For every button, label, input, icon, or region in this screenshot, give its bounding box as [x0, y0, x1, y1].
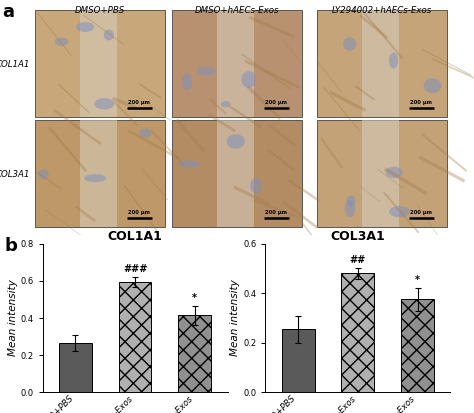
Text: 200 μm: 200 μm: [128, 210, 151, 215]
Bar: [178, 315, 211, 392]
Text: *: *: [415, 275, 420, 285]
Ellipse shape: [343, 37, 356, 51]
Text: DMSO+hAECs-Exos: DMSO+hAECs-Exos: [195, 6, 279, 15]
Ellipse shape: [139, 128, 151, 138]
Ellipse shape: [389, 206, 410, 217]
Bar: [59, 343, 92, 392]
Bar: [81, 120, 117, 228]
Bar: [35, 120, 165, 228]
Ellipse shape: [221, 101, 230, 107]
Text: 200 μm: 200 μm: [265, 210, 288, 215]
Y-axis label: Mean intensity: Mean intensity: [8, 280, 18, 356]
Ellipse shape: [241, 71, 256, 88]
Bar: [363, 10, 399, 117]
Ellipse shape: [424, 78, 441, 93]
Text: a: a: [2, 3, 14, 21]
Ellipse shape: [84, 174, 106, 182]
Text: ###: ###: [123, 264, 147, 274]
Ellipse shape: [104, 30, 114, 40]
Bar: [341, 273, 374, 392]
Ellipse shape: [182, 73, 192, 90]
Ellipse shape: [55, 38, 69, 46]
Bar: [172, 120, 302, 228]
Title: COL3A1: COL3A1: [330, 230, 385, 242]
Text: ##: ##: [350, 255, 366, 265]
Bar: [363, 120, 399, 228]
Ellipse shape: [38, 169, 49, 180]
Ellipse shape: [346, 195, 356, 206]
Bar: [118, 282, 152, 392]
Text: 200 μm: 200 μm: [265, 100, 288, 105]
Title: COL1A1: COL1A1: [108, 230, 163, 242]
Bar: [81, 10, 117, 117]
Bar: [401, 299, 434, 392]
Ellipse shape: [385, 167, 402, 178]
Text: *: *: [192, 293, 197, 303]
Bar: [282, 329, 315, 392]
Bar: [35, 10, 165, 117]
Text: COL1A1: COL1A1: [0, 59, 30, 69]
Ellipse shape: [94, 98, 114, 109]
Text: 200 μm: 200 μm: [410, 100, 432, 105]
Text: b: b: [5, 237, 18, 256]
Text: 200 μm: 200 μm: [128, 100, 151, 105]
Bar: [218, 10, 254, 117]
Ellipse shape: [197, 67, 215, 76]
Text: DMSO+PBS: DMSO+PBS: [75, 6, 125, 15]
Y-axis label: Mean intensity: Mean intensity: [230, 280, 240, 356]
Bar: [317, 120, 447, 228]
Ellipse shape: [178, 160, 200, 168]
Bar: [218, 120, 254, 228]
Bar: [172, 10, 302, 117]
Ellipse shape: [76, 22, 94, 32]
Ellipse shape: [389, 52, 398, 69]
Text: LY294002+hAECs-Exos: LY294002+hAECs-Exos: [332, 6, 432, 15]
Ellipse shape: [345, 200, 356, 217]
Ellipse shape: [250, 178, 262, 194]
Text: 200 μm: 200 μm: [410, 210, 432, 215]
Text: COL3A1: COL3A1: [0, 170, 30, 179]
Ellipse shape: [227, 134, 245, 149]
Bar: [317, 10, 447, 117]
